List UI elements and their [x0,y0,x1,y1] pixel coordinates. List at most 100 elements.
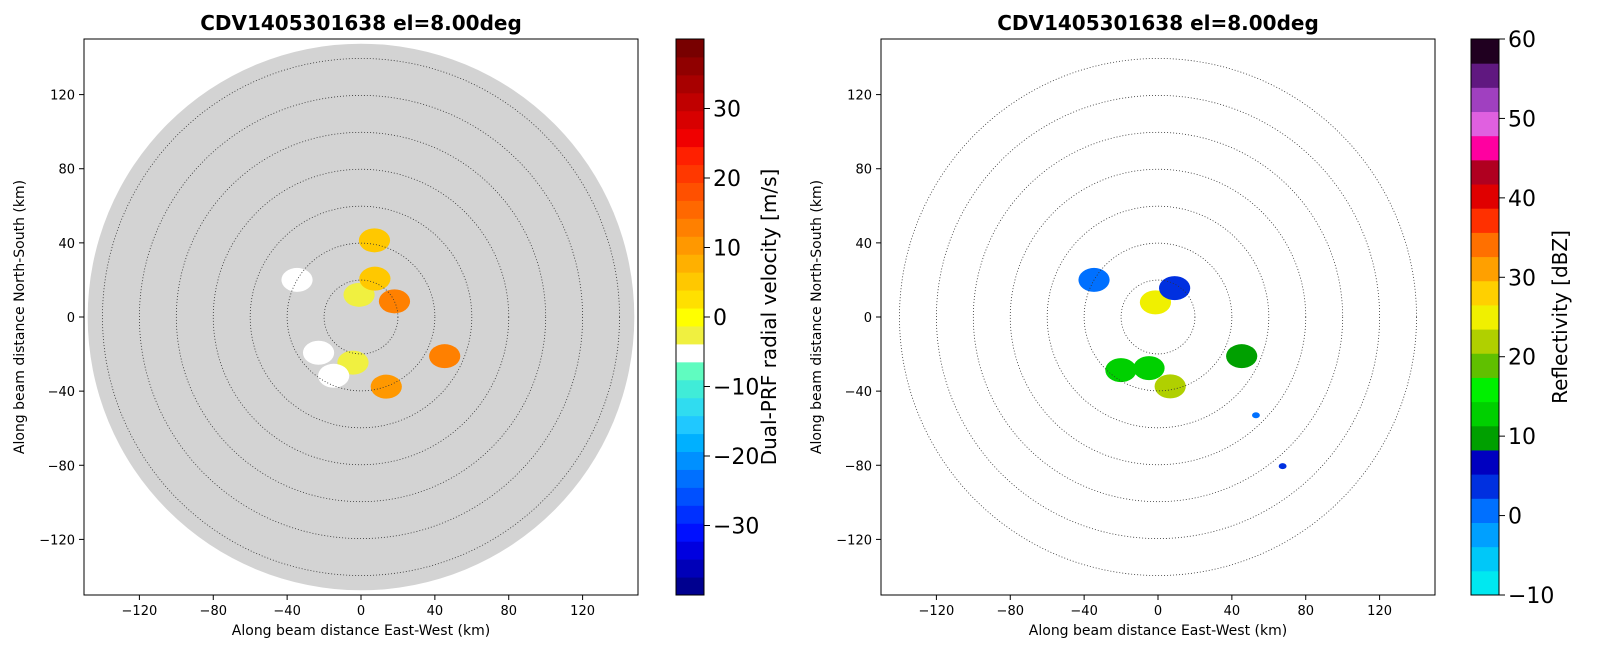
reflectivity-colorbar-label: Reflectivity [dBZ] [1548,230,1572,404]
colorbar-swatch [676,433,704,453]
range-ring [175,131,547,503]
colorbar-tick-label: 50 [1508,107,1536,132]
colorbar-swatch [676,379,704,399]
range-ring [1120,279,1196,355]
colorbar-swatch [676,218,704,237]
colorbar-swatch [676,451,704,470]
colorbar-swatch [1471,159,1499,185]
range-rings [899,58,1417,576]
colorbar-swatch [676,343,704,363]
colorbar-tick-label: 60 [1508,28,1536,53]
velocity-colorbar-label: Dual-PRF radial velocity [m/s] [757,169,781,466]
x-tick-label: 80 [1297,604,1314,619]
colorbar-swatch [676,469,704,488]
colorbar-tick-label: 10 [713,237,741,262]
x-tick-label: 0 [1154,604,1162,619]
y-tick-label: −80 [48,459,75,474]
colorbar-tick-label: −30 [713,515,759,540]
colorbar-swatch [676,290,704,309]
colorbar-swatch [1471,401,1499,427]
colorbar-swatch [1471,135,1499,161]
colorbar-swatch [676,541,704,560]
colorbar-swatch [676,361,704,381]
colorbar-swatch [676,254,704,273]
colorbar-swatch [676,505,704,524]
range-ring [102,58,620,576]
range-ring [286,242,436,392]
colorbar-swatch [1471,232,1499,258]
colorbar-swatch [676,397,704,417]
colorbar-swatch [1471,546,1499,572]
echo-patch [358,228,391,253]
reflectivity-y-label: Along beam distance North-South (km) [809,180,825,454]
velocity-panel: CDV1405301638 el=8.00deg −120 −80 −40 0 40 80… [12,11,781,639]
x-tick-label: −40 [273,604,300,619]
colorbar-swatch [1471,329,1499,354]
y-tick-label: 40 [855,237,872,252]
x-tick-label: 120 [1367,604,1392,619]
colorbar-swatch [676,487,704,506]
y-tick-label: 40 [58,237,75,252]
echo-patch [378,289,411,314]
reflectivity-title: CDV1405301638 el=8.00deg [997,11,1319,35]
x-tick-label: −80 [200,604,227,619]
colorbar-swatch [1471,353,1499,378]
reflectivity-colorbar: 60 50 40 30 20 10 0 −10 [1470,28,1554,609]
range-ring [323,279,399,355]
echo-patch [1154,374,1186,399]
y-tick-label: −40 [48,385,75,400]
x-tick-label: −120 [122,604,158,619]
reflectivity-panel: CDV1405301638 el=8.00deg −120 −80 −40 0 40 80… [809,11,1572,639]
y-tick-label: 0 [67,311,75,326]
echo-patch [318,363,350,388]
colorbar-swatch [1471,304,1499,330]
y-tick-label: −120 [836,533,872,548]
colorbar-swatch [1471,570,1499,596]
y-tick-label: −40 [845,385,872,400]
range-rings [102,58,620,576]
colorbar-swatch [676,272,704,291]
colorbar-tick-label: −10 [1508,584,1554,609]
y-tick-label: −80 [845,459,872,474]
colorbar-swatch [1471,111,1499,137]
x-tick-label: 120 [570,604,595,619]
echo-patch [1105,358,1137,383]
colorbar-swatch [676,308,704,327]
colorbar-swatch [676,577,704,596]
colorbar-swatch [676,325,704,345]
colorbar-swatch [676,74,704,94]
velocity-x-label: Along beam distance East-West (km) [232,623,490,639]
x-tick-label: 40 [1224,604,1241,619]
x-tick-label: −120 [919,604,955,619]
echo-patch [1226,344,1258,369]
reflectivity-x-label: Along beam distance East-West (km) [1029,623,1287,639]
colorbar-tick-label: −10 [713,376,759,401]
colorbar-swatch [1471,377,1499,403]
y-ticks: 120 80 40 0 −40 −80 −120 [836,89,881,548]
echo-patch [1139,290,1172,315]
y-tick-label: −120 [39,533,75,548]
colorbar-swatch [676,110,704,130]
colorbar-swatch [676,415,704,435]
colorbar-swatch [1471,425,1499,451]
x-tick-label: 0 [357,604,365,619]
colorbar-swatch [1471,449,1499,475]
colorbar-swatch [1471,256,1499,282]
colorbar-tick-label: −20 [713,445,759,470]
x-tick-label: 40 [427,604,444,619]
colorbar-swatch [1471,498,1499,523]
reflectivity-plot-frame [880,38,1436,596]
colorbar-swatch [676,523,704,542]
echo-patch [1252,412,1260,419]
velocity-y-label: Along beam distance North-South (km) [12,180,28,454]
colorbar-swatch [1471,474,1499,499]
colorbar-swatch [1471,280,1499,306]
range-ring [249,205,473,429]
colorbar-swatch [676,182,704,201]
y-tick-label: 120 [847,89,872,104]
colorbar-tick-label: 0 [1508,505,1522,530]
colorbar-swatch [676,92,704,112]
x-ticks: −120 −80 −40 0 40 80 120 [919,595,1392,619]
colorbar-swatch [676,236,704,255]
x-tick-label: 80 [500,604,517,619]
